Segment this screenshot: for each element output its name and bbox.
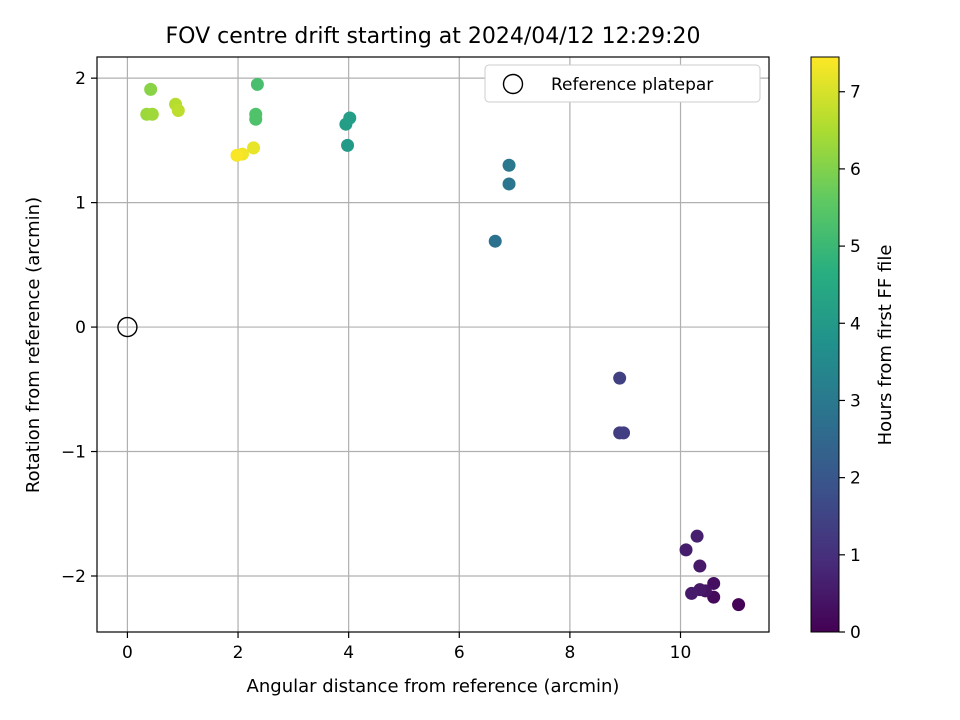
x-axis-label: Angular distance from reference (arcmin) — [247, 676, 620, 697]
y-axis-label: Rotation from reference (arcmin) — [23, 197, 44, 493]
data-point — [502, 158, 516, 172]
legend-box — [484, 64, 761, 103]
chart-title: FOV centre drift starting at 2024/04/12 … — [166, 24, 701, 49]
y-tick-label: −2 — [61, 567, 86, 587]
plot-area-frame — [96, 56, 770, 633]
x-tick-label: 6 — [454, 643, 465, 663]
colorbar-tick-label: 2 — [850, 469, 861, 489]
legend-reference-marker — [502, 73, 524, 95]
legend-entry-reference: Reference platepar — [551, 75, 713, 95]
data-point — [171, 104, 185, 118]
data-point — [145, 107, 159, 121]
data-point — [502, 177, 516, 191]
colorbar-tick-label: 1 — [850, 546, 861, 566]
colorbar-tick-label: 5 — [850, 237, 861, 257]
colorbar-tick-label: 7 — [850, 83, 861, 103]
colorbar-tick-label: 4 — [850, 314, 861, 334]
x-tick-label: 2 — [233, 643, 244, 663]
colorbar-tick-label: 3 — [850, 391, 861, 411]
data-point — [247, 141, 261, 155]
data-point — [230, 148, 244, 162]
data-point — [679, 543, 693, 557]
data-point — [613, 371, 627, 385]
x-tick-label: 10 — [670, 643, 692, 663]
colorbar-label: Hours from first FF file — [875, 245, 896, 446]
colorbar-tick-label: 0 — [850, 623, 861, 643]
data-point — [617, 426, 631, 440]
data-points — [117, 77, 746, 612]
x-tick-label: 4 — [343, 643, 354, 663]
data-point — [488, 234, 502, 248]
grid — [97, 57, 769, 632]
reference-platepar-marker — [117, 316, 138, 338]
colorbar: 0 1 2 3 4 5 6 7 Hours from first FF file — [810, 56, 896, 643]
legend: Reference platepar — [484, 64, 761, 103]
colorbar-tick-label: 6 — [850, 160, 861, 180]
y-tick-label: 2 — [75, 69, 86, 89]
data-point — [144, 82, 158, 96]
data-point — [693, 559, 707, 573]
y-tick-label: 0 — [75, 318, 86, 338]
data-point — [249, 107, 263, 121]
y-tick-label: −1 — [61, 443, 86, 463]
data-point — [341, 138, 355, 152]
data-point — [685, 586, 699, 600]
data-point — [690, 529, 704, 543]
y-axis-ticks: −2 −1 0 1 2 — [61, 69, 97, 587]
x-tick-label: 8 — [564, 643, 575, 663]
x-axis-ticks: 0 2 4 6 8 10 — [122, 632, 691, 663]
y-tick-label: 1 — [75, 194, 86, 214]
data-point — [250, 77, 264, 91]
data-point — [707, 576, 721, 590]
data-point — [343, 111, 357, 125]
colorbar-ticks: 0 1 2 3 4 5 6 7 — [839, 83, 861, 643]
colorbar-gradient — [810, 56, 840, 633]
x-tick-label: 0 — [122, 643, 133, 663]
data-point — [732, 598, 746, 612]
